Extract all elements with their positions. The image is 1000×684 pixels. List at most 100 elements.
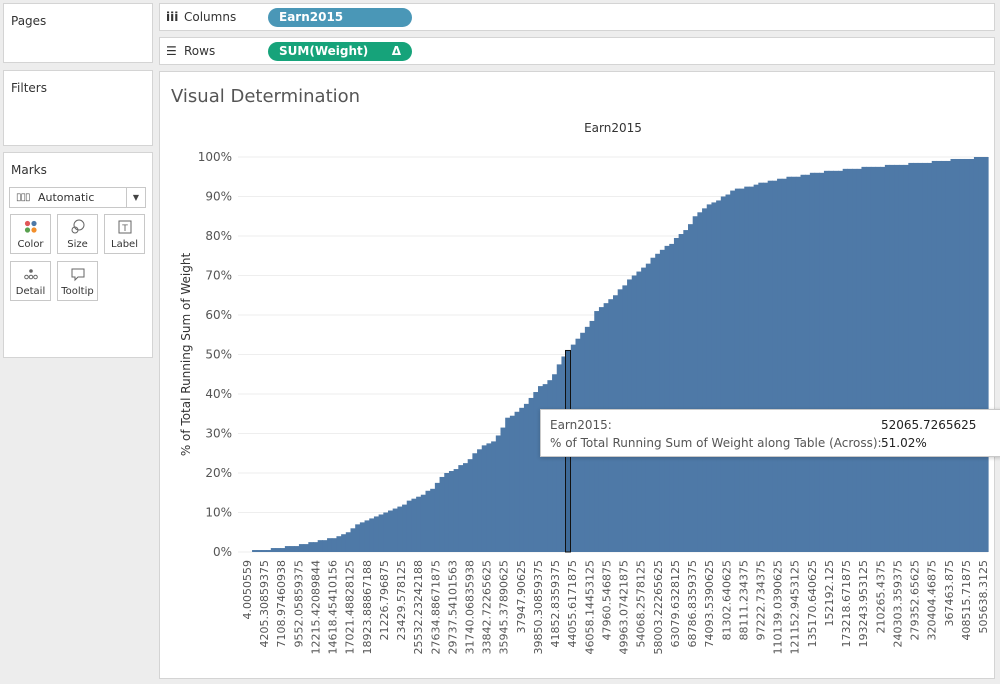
chart-bar [753, 184, 759, 552]
chart-bar [533, 392, 539, 552]
chart-bar [514, 411, 520, 552]
chart-bar [655, 253, 661, 552]
columns-shelf-label: iii Columns [166, 10, 236, 24]
chart-bar [903, 164, 909, 552]
chart-bar [734, 188, 741, 552]
chart[interactable]: Earn2015 % of Total Running Sum of Weight… [160, 72, 995, 679]
chevron-down-icon[interactable]: ▼ [126, 188, 145, 207]
y-tick-label: 70% [205, 269, 232, 283]
chart-bar [467, 459, 473, 552]
detail-label: Detail [15, 286, 46, 297]
x-tick-label: 9552.05859375 [292, 560, 305, 647]
chart-bar [500, 427, 506, 552]
chart-bar [786, 176, 792, 552]
x-tick-label: 18923.88867188 [361, 560, 374, 654]
chart-bar [317, 540, 323, 552]
tooltip: Earn2015: 52065.7265625 % of Total Runni… [540, 409, 1000, 457]
chart-bar [781, 178, 788, 552]
size-button[interactable]: Size [57, 214, 98, 254]
color-button[interactable]: Color [10, 214, 51, 254]
chart-bar [505, 417, 511, 552]
size-icon [58, 219, 97, 239]
chart-bar [439, 476, 445, 552]
x-tick-label: 97222.734375 [754, 560, 767, 640]
chart-bar [477, 449, 483, 552]
chart-bar [659, 249, 666, 552]
chart-bar [495, 435, 502, 552]
chart-bar [702, 208, 708, 552]
chart-bar [275, 548, 281, 552]
columns-icon: iii [166, 10, 179, 24]
earn2015-pill[interactable]: Earn2015 [268, 8, 412, 27]
chart-bar [331, 538, 338, 552]
x-tick-label: 121152.9453125 [789, 560, 802, 654]
chart-bar [402, 504, 408, 552]
label-button[interactable]: T Label [104, 214, 145, 254]
rows-shelf[interactable]: ☰ Rows SUM(Weight) Δ [159, 37, 995, 65]
x-tick-label: 25532.23242188 [412, 560, 425, 654]
detail-button[interactable]: Detail [10, 261, 51, 301]
chart-bar [959, 158, 966, 552]
chart-bar [823, 170, 830, 552]
pages-panel: Pages [3, 3, 153, 63]
tooltip-field1-value: 52065.7265625 [881, 418, 977, 432]
chart-bar [969, 158, 975, 552]
chart-bar [758, 182, 764, 553]
worksheet-view: Visual Determination Earn2015 % of Total … [159, 71, 995, 679]
chart-bar [350, 528, 356, 552]
chart-bar [795, 176, 802, 552]
tooltip-button[interactable]: Tooltip [57, 261, 98, 301]
bar-chart-icon: ▯▯▯ [16, 192, 30, 203]
chart-bar [397, 506, 403, 552]
x-tick-label: 21226.796875 [378, 560, 391, 640]
y-tick-label: 60% [205, 308, 232, 322]
chart-bar [420, 494, 427, 552]
chart-bar [336, 536, 342, 552]
x-tick-label: 408515.71875 [960, 560, 973, 640]
chart-bar [950, 158, 956, 552]
color-icon [11, 219, 50, 239]
chart-bar [303, 544, 309, 552]
y-tick-label: 80% [205, 229, 232, 243]
x-tick-label: 39850.30859375 [532, 560, 545, 654]
x-tick-label: 14618.45410156 [327, 560, 340, 654]
x-tick-label: 7108.97460938 [275, 560, 288, 647]
chart-bar [519, 407, 525, 552]
chart-bar [809, 172, 816, 553]
chart-bar [453, 469, 459, 552]
x-tick-label: 12215.42089844 [309, 560, 322, 654]
chart-bar [463, 463, 469, 552]
x-tick-label: 46058.14453125 [583, 560, 596, 654]
filters-panel: Filters [3, 70, 153, 146]
chart-bar [355, 524, 361, 552]
chart-bar [767, 180, 773, 552]
sum-weight-pill[interactable]: SUM(Weight) Δ [268, 42, 412, 61]
x-tick-label: 81302.640625 [720, 560, 733, 640]
x-tick-label: 29737.54101563 [446, 560, 459, 654]
mark-type-dropdown[interactable]: ▯▯▯ Automatic ▼ [9, 187, 146, 208]
chart-bar [880, 166, 886, 552]
chart-bar [547, 380, 553, 552]
chart-bar [434, 482, 441, 552]
tooltip-field1-label: Earn2015: [550, 418, 612, 432]
x-tick-label: 31740.06835938 [464, 560, 477, 654]
chart-bar [669, 243, 675, 552]
x-tick-label: 63079.6328125 [669, 560, 682, 647]
y-tick-label: 10% [205, 506, 232, 520]
chart-bar [538, 386, 544, 552]
chart-bar [373, 516, 380, 552]
chart-bar [289, 546, 295, 552]
chart-bar [706, 204, 713, 552]
chart-bar [664, 245, 670, 552]
chart-bar [978, 157, 984, 552]
chart-bar [261, 550, 267, 552]
chart-bar [509, 415, 516, 552]
chart-bar [945, 160, 952, 552]
chart-bar [542, 384, 548, 552]
x-tick-label: 54068.2578125 [635, 560, 648, 647]
filters-title: Filters [11, 81, 47, 95]
chart-bar [814, 172, 820, 553]
chart-bar [491, 441, 497, 552]
chart-bar [894, 164, 900, 552]
columns-shelf[interactable]: iii Columns Earn2015 [159, 3, 995, 31]
